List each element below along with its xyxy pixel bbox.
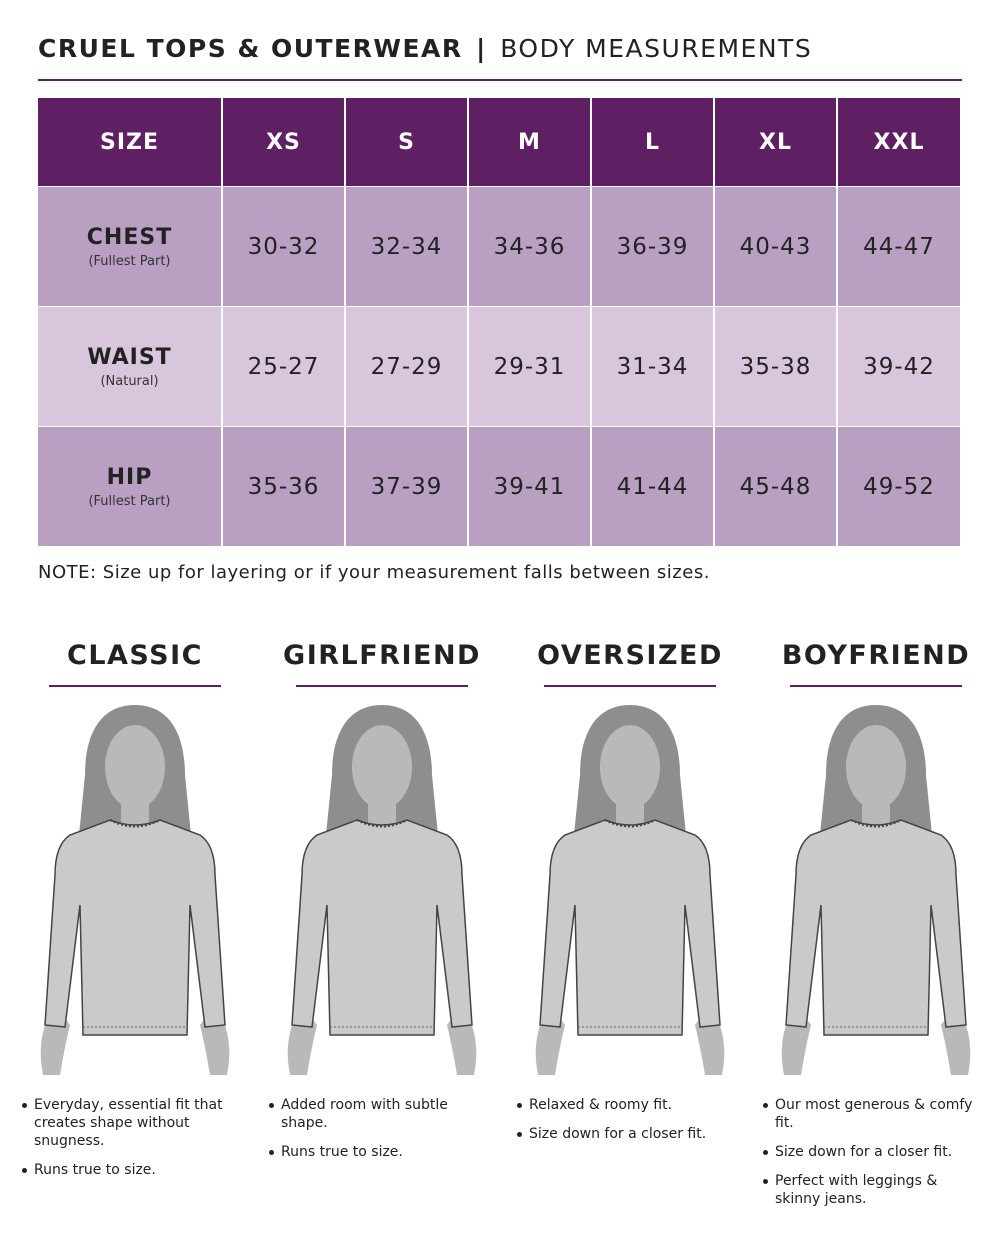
bullet: Perfect with leggings & skinny jeans.: [761, 1172, 981, 1208]
measurement: 27-29: [346, 307, 467, 426]
fit-rule: [296, 685, 468, 687]
bullet: Our most generous & comfy fit.: [761, 1096, 981, 1132]
fit-bullets: Our most generous & comfy fit. Size down …: [761, 1096, 981, 1219]
rule: [38, 79, 962, 81]
row-label: HIP: [106, 464, 153, 490]
column-header: S: [346, 98, 467, 186]
measurement: 31-34: [592, 307, 713, 426]
note: NOTE: Size up for layering or if your me…: [38, 562, 710, 583]
column-header: XS: [223, 98, 344, 186]
fit-rule: [544, 685, 716, 687]
bullet: Size down for a closer fit.: [515, 1125, 735, 1143]
measurement: 41-44: [592, 427, 713, 546]
bullet: Added room with subtle shape.: [267, 1096, 487, 1132]
subtitle: BODY MEASUREMENTS: [500, 34, 813, 63]
row-label-cell: CHEST (Fullest Part): [38, 187, 221, 306]
separator: |: [476, 34, 487, 63]
measurement: 25-27: [223, 307, 344, 426]
row-label: CHEST: [86, 224, 173, 250]
figure-oversized: [534, 704, 726, 1076]
row-label: WAIST: [87, 344, 172, 370]
row-label-cell: WAIST (Natural): [38, 307, 221, 426]
bullet: Size down for a closer fit.: [761, 1143, 981, 1161]
fit-bullets: Relaxed & roomy fit. Size down for a clos…: [515, 1096, 735, 1154]
measurement: 30-32: [223, 187, 344, 306]
fit-rule: [790, 685, 962, 687]
measurement: 35-36: [223, 427, 344, 546]
measurement: 44-47: [838, 187, 960, 306]
measurement: 49-52: [838, 427, 960, 546]
column-header: SIZE: [38, 98, 221, 186]
bullet: Everyday, essential fit that creates sha…: [20, 1096, 240, 1150]
measurement: 34-36: [469, 187, 590, 306]
measurement: 36-39: [592, 187, 713, 306]
measurement: 40-43: [715, 187, 836, 306]
column-header: XXL: [838, 98, 960, 186]
measurement: 45-48: [715, 427, 836, 546]
measurement: 32-34: [346, 187, 467, 306]
fit-rule: [49, 685, 221, 687]
measurement: 39-41: [469, 427, 590, 546]
fit-name: CLASSIC: [67, 640, 203, 671]
measurement: 39-42: [838, 307, 960, 426]
bullet: Relaxed & roomy fit.: [515, 1096, 735, 1114]
bullet: Runs true to size.: [267, 1143, 487, 1161]
figure-girlfriend: [286, 704, 478, 1076]
header: CRUEL TOPS & OUTERWEAR | BODY MEASUREMEN…: [38, 34, 812, 63]
measurement: 37-39: [346, 427, 467, 546]
column-header: M: [469, 98, 590, 186]
fit-bullets: Everyday, essential fit that creates sha…: [20, 1096, 240, 1190]
brand: CRUEL TOPS & OUTERWEAR: [38, 34, 463, 63]
measurement: 29-31: [469, 307, 590, 426]
bullet: Runs true to size.: [20, 1161, 240, 1179]
fit-name: GIRLFRIEND: [283, 640, 481, 671]
fit-name: OVERSIZED: [537, 640, 723, 671]
figure-classic: [39, 704, 231, 1076]
row-sublabel: (Fullest Part): [88, 493, 171, 509]
figure-boyfriend: [780, 704, 972, 1076]
row-sublabel: (Fullest Part): [88, 253, 171, 269]
fit-bullets: Added room with subtle shape. Runs true t…: [267, 1096, 487, 1172]
fit-name: BOYFRIEND: [781, 640, 971, 671]
measurement: 35-38: [715, 307, 836, 426]
row-sublabel: (Natural): [100, 373, 159, 389]
row-label-cell: HIP (Fullest Part): [38, 427, 221, 546]
column-header: L: [592, 98, 713, 186]
column-header: XL: [715, 98, 836, 186]
